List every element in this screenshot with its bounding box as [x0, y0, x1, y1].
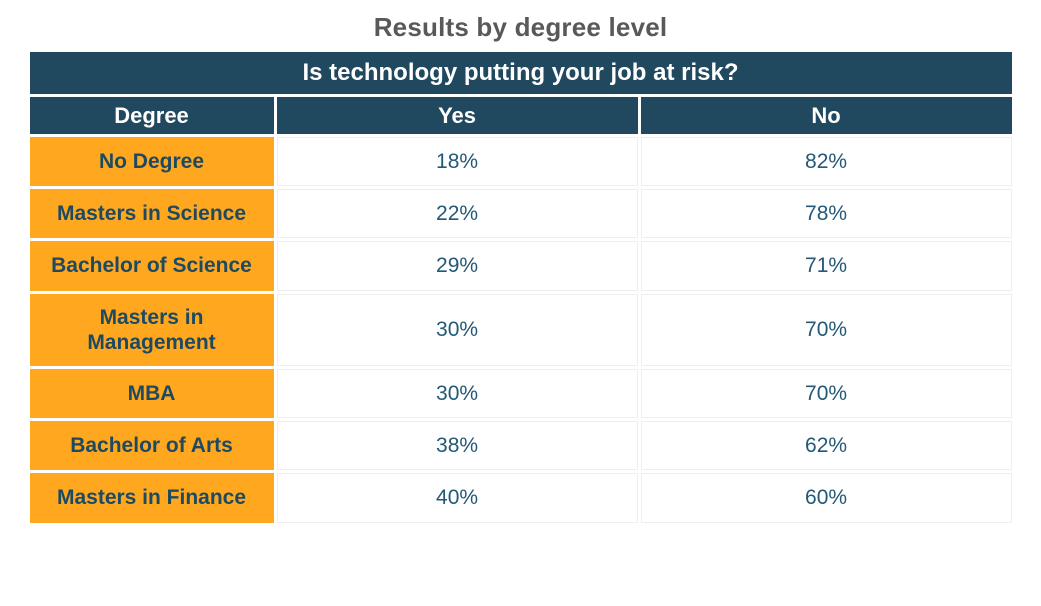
table-row: Bachelor of Arts 38% 62%	[29, 421, 1012, 471]
degree-cell: Bachelor of Arts	[29, 421, 274, 471]
results-table: Is technology putting your job at risk? …	[27, 49, 1015, 526]
degree-cell: MBA	[29, 368, 274, 419]
degree-cell: Bachelor of Science	[29, 241, 274, 291]
table-row: No Degree 18% 82%	[29, 137, 1012, 187]
degree-cell: No Degree	[29, 137, 274, 187]
yes-value-cell: 29%	[276, 241, 638, 291]
table-row: Masters in Finance 40% 60%	[29, 473, 1012, 523]
question-row: Is technology putting your job at risk?	[29, 52, 1012, 94]
no-value-cell: 70%	[640, 368, 1012, 419]
column-header-row: Degree Yes No	[29, 97, 1012, 134]
no-value-cell: 62%	[640, 421, 1012, 471]
no-value-cell: 60%	[640, 473, 1012, 523]
degree-cell: Masters in Science	[29, 189, 274, 239]
column-header-no: No	[640, 97, 1012, 134]
table-row: Masters in Management 30% 70%	[29, 293, 1012, 366]
yes-value-cell: 40%	[276, 473, 638, 523]
no-value-cell: 70%	[640, 293, 1012, 366]
yes-value-cell: 38%	[276, 421, 638, 471]
no-value-cell: 82%	[640, 137, 1012, 187]
table-row: Masters in Science 22% 78%	[29, 189, 1012, 239]
no-value-cell: 71%	[640, 241, 1012, 291]
yes-value-cell: 30%	[276, 368, 638, 419]
yes-value-cell: 30%	[276, 293, 638, 366]
table-row: Bachelor of Science 29% 71%	[29, 241, 1012, 291]
column-header-yes: Yes	[276, 97, 638, 134]
table-row: MBA 30% 70%	[29, 368, 1012, 419]
yes-value-cell: 22%	[276, 189, 638, 239]
degree-cell: Masters in Finance	[29, 473, 274, 523]
yes-value-cell: 18%	[276, 137, 638, 187]
page-title: Results by degree level	[373, 12, 668, 42]
column-header-degree: Degree	[29, 97, 274, 134]
degree-cell: Masters in Management	[29, 293, 274, 366]
table-question-header: Is technology putting your job at risk?	[29, 52, 1012, 94]
no-value-cell: 78%	[640, 189, 1012, 239]
